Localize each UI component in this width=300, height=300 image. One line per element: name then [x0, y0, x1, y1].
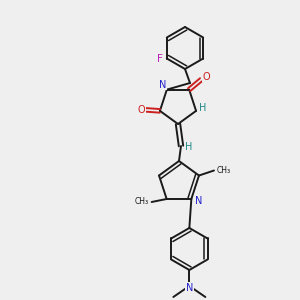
Text: H: H [185, 142, 193, 152]
Text: CH₃: CH₃ [217, 166, 231, 175]
Text: N: N [186, 283, 193, 293]
Text: F: F [157, 53, 163, 64]
Text: CH₃: CH₃ [134, 197, 149, 206]
Text: N: N [159, 80, 166, 90]
Text: H: H [200, 103, 207, 113]
Text: O: O [202, 72, 210, 82]
Text: O: O [137, 105, 145, 115]
Text: N: N [195, 196, 202, 206]
